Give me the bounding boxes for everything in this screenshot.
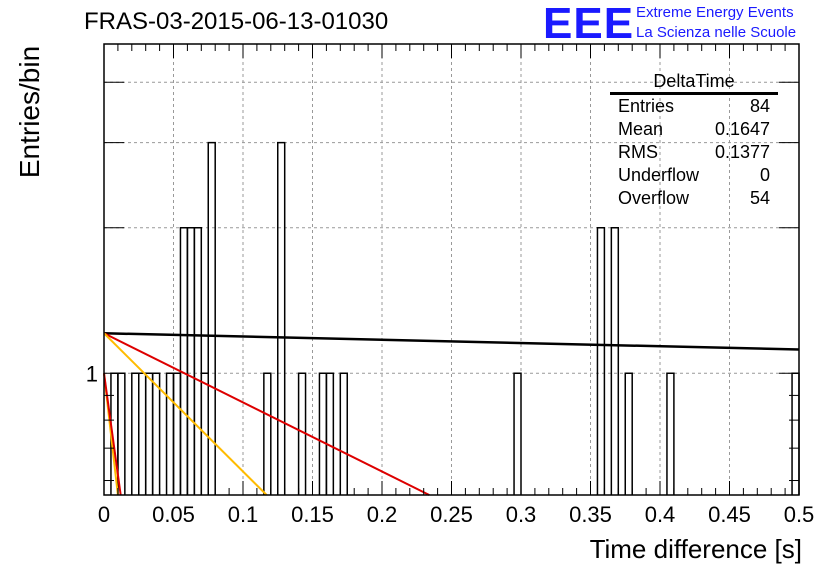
histogram-bin: [186, 227, 196, 495]
stats-value: 0.1377: [714, 142, 770, 162]
stats-row-entries: Entries 84: [610, 95, 778, 118]
x-tick-label: 0.25: [430, 502, 473, 527]
chart-title: FRAS-03-2015-06-13-01030: [84, 8, 389, 35]
histogram-bin: [263, 372, 272, 495]
fit-line: [103, 332, 268, 496]
histogram-bin: [596, 227, 606, 495]
x-tick-label: 0.5: [784, 502, 815, 527]
stats-value: 0.1647: [714, 119, 770, 139]
histogram-bin: [791, 372, 800, 495]
histogram-bin: [624, 372, 633, 495]
stats-row-mean: Mean 0.1647: [610, 118, 778, 141]
fit-line: [103, 332, 430, 496]
histogram-bin: [325, 372, 335, 495]
histogram-bin: [277, 141, 286, 495]
fit-line: [103, 373, 122, 496]
histogram-bin: [131, 372, 140, 495]
x-tick-label: 0.3: [506, 502, 537, 527]
x-tick-label: 0.05: [152, 502, 195, 527]
stats-value: 84: [749, 96, 770, 116]
histogram-bin: [207, 141, 216, 495]
histogram-bin: [144, 372, 154, 495]
histogram-bin: [318, 372, 328, 495]
stats-value: 0: [759, 165, 770, 185]
stats-row-rms: RMS 0.1377: [610, 141, 778, 164]
x-tick-label: 0.1: [228, 502, 259, 527]
logo-line-2: La Scienza nelle Scuole: [636, 24, 797, 41]
fit-line: [103, 332, 800, 351]
grid-lines: [104, 44, 799, 495]
x-axis-label: Time difference [s]: [589, 534, 802, 564]
histogram-bin: [610, 227, 620, 495]
histogram-bin: [151, 372, 161, 495]
y-axis-label: Entries/bin: [14, 45, 45, 179]
stats-label: RMS: [618, 142, 658, 162]
stats-label: Mean: [618, 119, 664, 139]
stats-row-underflow: Underflow 0: [610, 164, 778, 187]
histogram-bin: [179, 227, 189, 495]
x-tick-label: 0.15: [291, 502, 334, 527]
stats-label: Entries: [618, 96, 675, 116]
histogram-bin: [513, 372, 522, 495]
histogram-bars: [110, 141, 800, 495]
histogram-bin: [193, 227, 203, 495]
y-tick-label: 1: [86, 361, 98, 386]
histogram-bin: [297, 372, 307, 495]
y-tick-labels: 1: [86, 361, 98, 386]
x-tick-label: 0.2: [367, 502, 398, 527]
stats-value: 54: [749, 188, 770, 208]
histogram-bin: [165, 372, 175, 495]
histogram-bin: [172, 372, 182, 495]
logo-line-1: Extreme Energy Events: [636, 4, 794, 21]
histogram-bin: [339, 372, 348, 495]
stats-label: Underflow: [618, 165, 700, 185]
histogram-bin: [138, 372, 147, 495]
stats-row-overflow: Overflow 54: [610, 187, 778, 210]
histogram-bin: [666, 372, 675, 495]
logo-mark: EEE: [543, 0, 635, 48]
x-tick-label: 0: [98, 502, 110, 527]
x-tick-label: 0.4: [645, 502, 676, 527]
x-tick-labels: 0 0.05 0.1 0.15 0.2 0.25 0.3 0.35 0.4 0.45 0.5: [98, 502, 814, 527]
fit-curves: [103, 332, 800, 496]
stats-title: DeltaTime: [610, 70, 778, 95]
x-tick-label: 0.45: [708, 502, 751, 527]
stats-label: Overflow: [618, 188, 690, 208]
stats-box: DeltaTime Entries 84 Mean 0.1647 RMS 0.1…: [610, 70, 778, 210]
x-tick-label: 0.35: [569, 502, 612, 527]
axis-ticks: [103, 44, 800, 495]
